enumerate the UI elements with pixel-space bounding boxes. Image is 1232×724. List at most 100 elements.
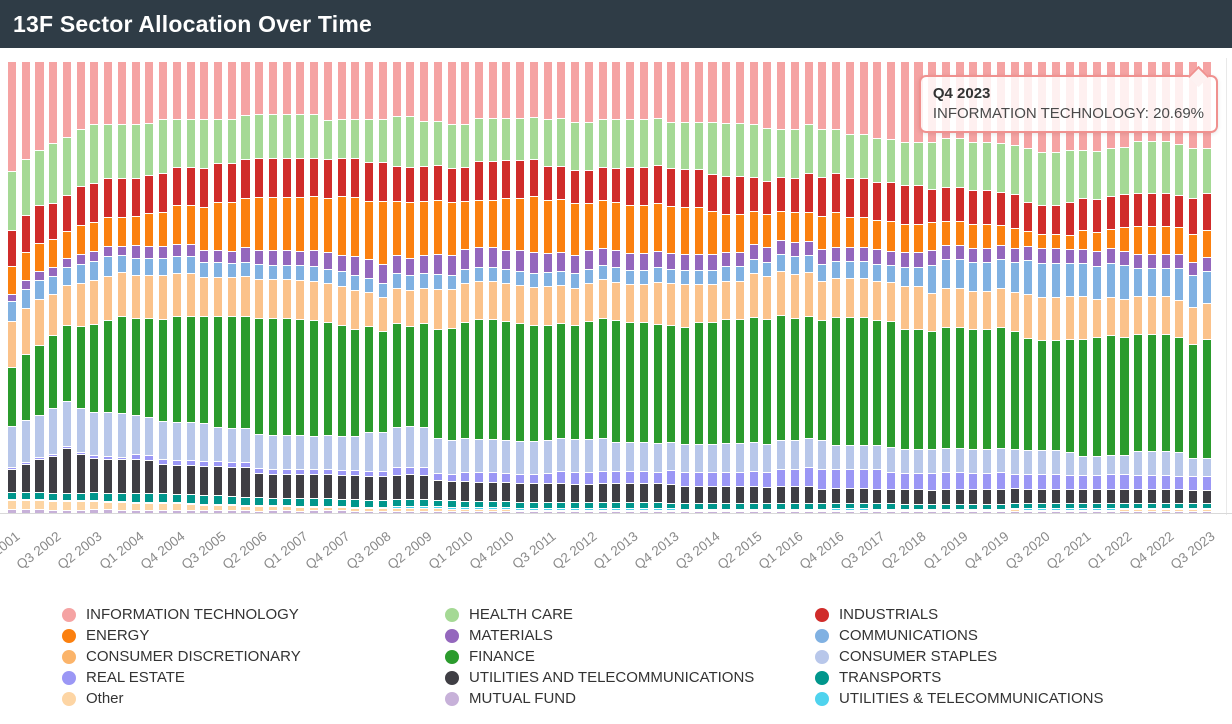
bar-segment[interactable] [571, 484, 580, 504]
bar-segment[interactable] [543, 62, 552, 120]
bar-segment[interactable] [337, 470, 346, 476]
bar-segment[interactable] [790, 509, 799, 511]
bar-segment[interactable] [941, 187, 950, 222]
bar-segment[interactable] [598, 318, 607, 439]
bar-segment[interactable] [255, 250, 264, 266]
bar-segment[interactable] [49, 493, 58, 501]
bar-segment[interactable] [1051, 340, 1060, 452]
bar-segment[interactable] [365, 119, 374, 164]
bar-segment[interactable] [323, 474, 332, 500]
bar-segment[interactable] [667, 470, 676, 485]
bar[interactable] [392, 62, 401, 513]
bar-segment[interactable] [859, 504, 868, 510]
bar-segment[interactable] [598, 62, 607, 120]
bar-segment[interactable] [351, 500, 360, 508]
bar-segment[interactable] [8, 62, 17, 172]
bar-segment[interactable] [392, 116, 401, 167]
bar[interactable] [378, 62, 387, 513]
bar-segment[interactable] [502, 440, 511, 474]
bar-segment[interactable] [351, 475, 360, 501]
bar-segment[interactable] [474, 482, 484, 502]
bar-segment[interactable] [955, 328, 964, 450]
bar[interactable] [708, 62, 717, 513]
bar-segment[interactable] [296, 506, 305, 508]
bar-segment[interactable] [117, 125, 126, 179]
bar-segment[interactable] [1216, 62, 1225, 63]
bar-segment[interactable] [200, 467, 209, 497]
bar-segment[interactable] [680, 123, 690, 171]
bar-segment[interactable] [667, 509, 676, 512]
bar-segment[interactable] [914, 224, 923, 254]
bar-segment[interactable] [790, 130, 799, 180]
bar-segment[interactable] [914, 62, 923, 144]
bar-segment[interactable] [282, 435, 291, 470]
bar-segment[interactable] [117, 503, 126, 511]
bar-segment[interactable] [529, 197, 538, 254]
bar-segment[interactable] [584, 321, 593, 440]
bar-segment[interactable] [983, 191, 992, 225]
bar-segment[interactable] [887, 472, 896, 490]
bar-segment[interactable] [227, 120, 236, 165]
bar-segment[interactable] [378, 332, 387, 434]
bar[interactable] [474, 62, 484, 513]
bar-segment[interactable] [653, 503, 662, 510]
bar-segment[interactable] [914, 143, 923, 187]
bar-segment[interactable] [584, 510, 593, 513]
bar-segment[interactable] [433, 255, 442, 276]
bar[interactable] [461, 62, 470, 513]
bar-segment[interactable] [159, 275, 168, 320]
bar-segment[interactable] [516, 511, 525, 513]
legend-item[interactable]: COMMUNICATIONS [815, 625, 1103, 646]
bar-segment[interactable] [8, 427, 17, 469]
bar-segment[interactable] [145, 176, 154, 215]
bar-segment[interactable] [598, 167, 607, 202]
bar-segment[interactable] [186, 273, 195, 318]
bar-segment[interactable] [763, 320, 772, 445]
bar-segment[interactable] [420, 62, 429, 122]
bar-segment[interactable] [1079, 297, 1088, 340]
bar-segment[interactable] [626, 270, 635, 286]
bar-segment[interactable] [447, 275, 456, 291]
bar-segment[interactable] [983, 291, 992, 331]
bar-segment[interactable] [131, 493, 140, 503]
bar[interactable] [323, 62, 332, 513]
bar-segment[interactable] [241, 511, 250, 513]
bar-segment[interactable] [282, 251, 291, 266]
bar-segment[interactable] [529, 442, 538, 476]
bar-segment[interactable] [818, 509, 827, 511]
bar-segment[interactable] [172, 461, 181, 466]
bar-segment[interactable] [35, 150, 44, 207]
bar-segment[interactable] [653, 251, 662, 269]
bar-segment[interactable] [392, 323, 401, 429]
bar-segment[interactable] [323, 252, 332, 270]
bar-segment[interactable] [763, 277, 772, 321]
bar-segment[interactable] [310, 499, 319, 507]
bar-segment[interactable] [790, 504, 799, 510]
bar-segment[interactable] [145, 418, 154, 457]
bar[interactable] [777, 62, 786, 513]
bar-segment[interactable] [200, 423, 209, 463]
bar-segment[interactable] [1010, 332, 1019, 451]
bar-segment[interactable] [62, 501, 71, 511]
bar-segment[interactable] [392, 62, 401, 117]
bar-segment[interactable] [8, 468, 17, 471]
bar-segment[interactable] [145, 62, 154, 124]
bar-segment[interactable] [296, 115, 305, 160]
bar-segment[interactable] [1106, 456, 1115, 476]
bar-segment[interactable] [1134, 334, 1143, 453]
bar-segment[interactable] [1189, 344, 1198, 459]
bar-segment[interactable] [159, 258, 168, 276]
bar-segment[interactable] [941, 245, 950, 261]
bar-segment[interactable] [488, 119, 497, 163]
legend-item[interactable]: UTILITIES AND TELECOMMUNICATIONS [445, 667, 754, 688]
bar-segment[interactable] [1065, 452, 1074, 477]
bar-segment[interactable] [117, 460, 126, 495]
bar-segment[interactable] [763, 510, 772, 513]
bar-segment[interactable] [543, 440, 552, 475]
bar-segment[interactable] [626, 253, 635, 271]
bar-segment[interactable] [1134, 141, 1143, 194]
bar-segment[interactable] [474, 248, 484, 268]
bar-segment[interactable] [461, 322, 470, 439]
bar[interactable] [310, 62, 319, 513]
bar-segment[interactable] [406, 508, 415, 512]
